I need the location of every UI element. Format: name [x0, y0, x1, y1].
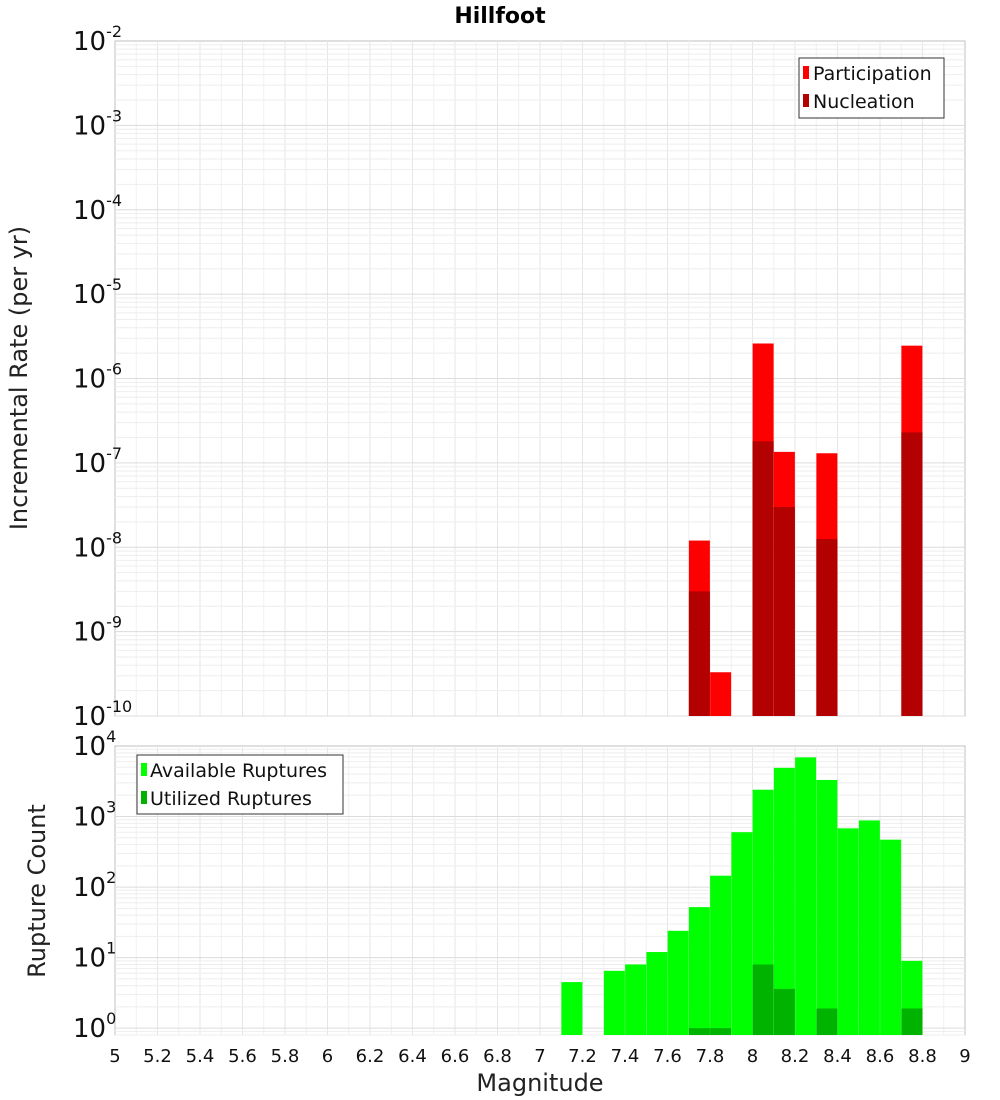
available-ruptures-bar: [880, 839, 902, 1035]
nucleation-legend-swatch: [803, 94, 809, 107]
x-tick-label: 5.4: [186, 1046, 215, 1067]
utilized-ruptures-bar: [688, 1028, 710, 1035]
rate-bars: [688, 343, 923, 716]
rate-gridlines: [115, 41, 965, 717]
participation-bar: [710, 672, 732, 716]
count-bars: [561, 757, 923, 1035]
count-y-tick-label: 101: [73, 939, 116, 974]
x-tick-label: 5.2: [143, 1046, 172, 1067]
x-tick-label: 7.6: [653, 1046, 682, 1067]
x-tick-label: 9: [959, 1046, 970, 1067]
rate-y-tick-label: 10-9: [73, 613, 122, 648]
utilized-ruptures-legend-label: Utilized Ruptures: [150, 788, 312, 810]
rate-y-tick-label: 10-2: [73, 22, 122, 57]
count-panel: 100 101 102 103 104 5 5.2 5.4 5.6 5.8 6 6.2 6.4 6.6 6…: [23, 727, 971, 1097]
available-ruptures-bar: [816, 779, 838, 1035]
count-legend: Available Ruptures Utilized Ruptures: [136, 754, 344, 815]
participation-legend-label: Participation: [813, 63, 932, 85]
participation-legend-swatch: [803, 66, 809, 79]
rate-y-tick-label: 10-7: [73, 444, 122, 479]
count-y-axis-label: Rupture Count: [23, 804, 51, 978]
x-tick-label: 8: [747, 1046, 758, 1067]
nucleation-legend-label: Nucleation: [813, 91, 915, 113]
nucleation-bar: [816, 539, 838, 716]
rate-y-ticks: 10-10 10-9 10-8 10-7 10-6 10-5 10-4 10-3 10-2: [73, 22, 132, 732]
available-ruptures-bar: [710, 875, 732, 1035]
rate-y-tick-label: 10-3: [73, 106, 122, 141]
available-ruptures-bar: [795, 757, 817, 1035]
x-tick-label: 6.8: [483, 1046, 512, 1067]
count-y-ticks: 100 101 102 103 104: [73, 727, 116, 1044]
x-tick-label: 8.6: [866, 1046, 895, 1067]
available-ruptures-bar: [858, 820, 880, 1035]
available-ruptures-legend-label: Available Ruptures: [150, 760, 327, 782]
x-tick-label: 6.4: [398, 1046, 427, 1067]
x-tick-label: 7.4: [611, 1046, 640, 1067]
x-tick-label: 5: [109, 1046, 120, 1067]
x-tick-label: 8.4: [823, 1046, 852, 1067]
available-ruptures-bar: [625, 964, 647, 1035]
available-ruptures-bar: [731, 832, 753, 1035]
count-y-tick-label: 102: [73, 868, 116, 903]
utilized-ruptures-bar: [773, 988, 795, 1035]
x-tick-label: 7.2: [568, 1046, 597, 1067]
available-ruptures-bar: [688, 907, 710, 1035]
available-ruptures-bar: [646, 952, 668, 1035]
utilized-ruptures-bar: [816, 1008, 838, 1035]
utilized-ruptures-bar: [901, 1008, 923, 1035]
x-tick-label: 7.8: [696, 1046, 725, 1067]
rate-legend: Participation Nucleation: [798, 57, 945, 119]
x-axis-label: Magnitude: [476, 1069, 603, 1097]
available-ruptures-bar: [667, 930, 689, 1035]
count-x-ticks: 5 5.2 5.4 5.6 5.8 6 6.2 6.4 6.6 6.8 7 7.2 7.4 7.6 7.8 8…: [109, 1046, 970, 1067]
chart-title: Hillfoot: [454, 4, 546, 29]
nucleation-bar: [688, 591, 710, 716]
count-legend-box: [136, 754, 344, 815]
x-tick-label: 7: [534, 1046, 545, 1067]
available-ruptures-legend-swatch: [141, 763, 147, 776]
available-ruptures-bar: [773, 767, 795, 1035]
count-y-tick-label: 104: [73, 727, 116, 762]
available-ruptures-bar: [837, 828, 859, 1035]
rate-legend-box: [798, 57, 945, 119]
nucleation-bar: [773, 506, 795, 716]
utilized-ruptures-legend-swatch: [141, 791, 147, 804]
available-ruptures-bar: [603, 970, 625, 1035]
rate-y-tick-label: 10-6: [73, 360, 122, 395]
rate-y-tick-label: 10-10: [73, 697, 132, 732]
x-tick-label: 8.8: [908, 1046, 937, 1067]
count-y-tick-label: 100: [73, 1009, 116, 1044]
x-tick-label: 5.6: [228, 1046, 257, 1067]
rate-y-axis-label: Incremental Rate (per yr): [5, 226, 33, 530]
x-tick-label: 8.2: [781, 1046, 810, 1067]
x-tick-label: 6.6: [441, 1046, 470, 1067]
utilized-ruptures-bar: [752, 964, 774, 1035]
x-tick-label: 5.8: [271, 1046, 300, 1067]
x-tick-label: 6: [322, 1046, 333, 1067]
utilized-ruptures-bar: [710, 1028, 732, 1035]
rate-y-tick-label: 10-5: [73, 275, 122, 310]
count-y-tick-label: 103: [73, 798, 116, 833]
x-tick-label: 6.2: [356, 1046, 385, 1067]
rate-panel: 10-10 10-9 10-8 10-7 10-6 10-5 10-4 10-3 10-2 In…: [5, 22, 966, 732]
nucleation-bar: [901, 432, 923, 716]
rate-y-tick-label: 10-4: [73, 191, 122, 226]
rate-y-tick-label: 10-8: [73, 528, 122, 563]
nucleation-bar: [752, 441, 774, 716]
available-ruptures-bar: [561, 982, 583, 1035]
